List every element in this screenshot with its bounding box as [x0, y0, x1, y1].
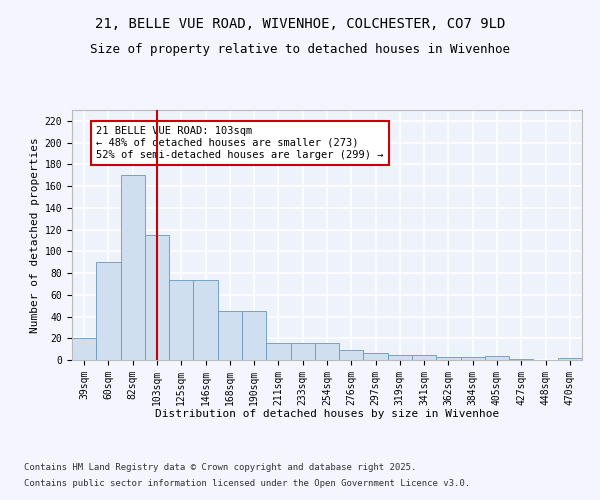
Y-axis label: Number of detached properties: Number of detached properties	[31, 137, 40, 333]
Bar	[485, 356, 509, 360]
Bar	[242, 311, 266, 360]
Bar	[558, 358, 582, 360]
Bar	[461, 356, 485, 360]
Text: Contains HM Land Registry data © Crown copyright and database right 2025.: Contains HM Land Registry data © Crown c…	[24, 464, 416, 472]
Bar	[290, 342, 315, 360]
Bar	[193, 280, 218, 360]
Bar	[315, 342, 339, 360]
Bar	[121, 175, 145, 360]
Text: 21 BELLE VUE ROAD: 103sqm
← 48% of detached houses are smaller (273)
52% of semi: 21 BELLE VUE ROAD: 103sqm ← 48% of detac…	[96, 126, 384, 160]
Text: Contains public sector information licensed under the Open Government Licence v3: Contains public sector information licen…	[24, 478, 470, 488]
Bar	[218, 311, 242, 360]
Bar	[388, 354, 412, 360]
Bar	[266, 342, 290, 360]
Bar	[72, 338, 96, 360]
Bar	[169, 280, 193, 360]
Bar	[412, 354, 436, 360]
Bar	[436, 356, 461, 360]
X-axis label: Distribution of detached houses by size in Wivenhoe: Distribution of detached houses by size …	[155, 409, 499, 419]
Text: 21, BELLE VUE ROAD, WIVENHOE, COLCHESTER, CO7 9LD: 21, BELLE VUE ROAD, WIVENHOE, COLCHESTER…	[95, 18, 505, 32]
Bar	[96, 262, 121, 360]
Bar	[339, 350, 364, 360]
Bar	[145, 235, 169, 360]
Bar	[364, 354, 388, 360]
Bar	[509, 359, 533, 360]
Text: Size of property relative to detached houses in Wivenhoe: Size of property relative to detached ho…	[90, 42, 510, 56]
